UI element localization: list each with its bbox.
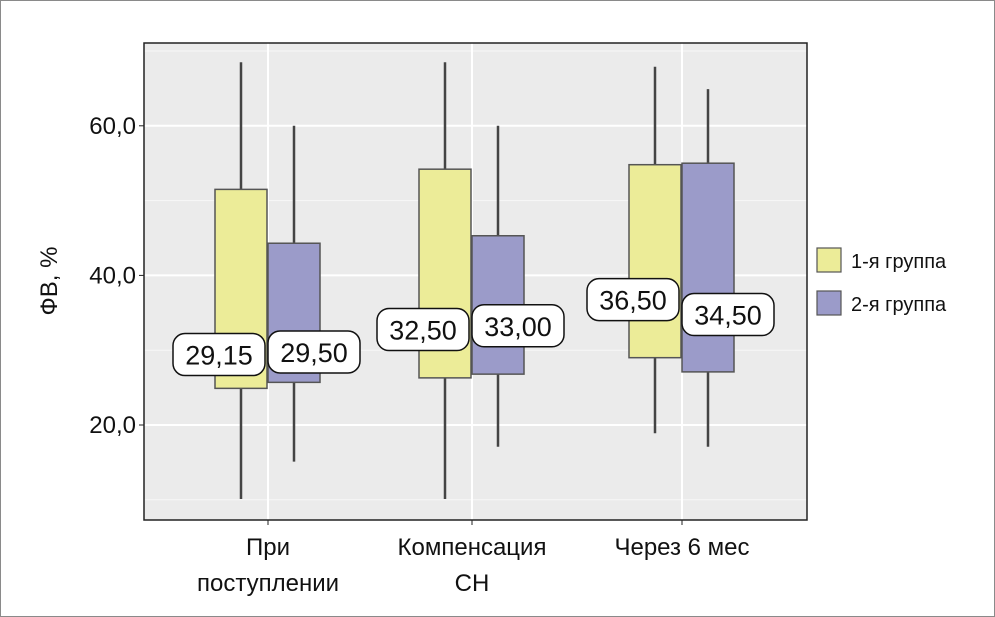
y-tick-label: 40,0 bbox=[89, 262, 136, 289]
legend-label: 2-я группа bbox=[851, 294, 947, 316]
x-tick-label: Через 6 мес bbox=[614, 534, 749, 561]
x-tick-label: Компенсация bbox=[398, 534, 547, 561]
box bbox=[628, 163, 682, 359]
median-label: 29,15 bbox=[185, 341, 253, 371]
median-label-box bbox=[586, 277, 680, 322]
median-label: 36,50 bbox=[599, 286, 667, 316]
box bbox=[681, 162, 735, 373]
legend-swatch bbox=[816, 247, 842, 273]
median-label-box bbox=[376, 307, 470, 352]
legend-swatch bbox=[816, 290, 842, 316]
median-label-box bbox=[681, 292, 775, 337]
median-label-box bbox=[267, 330, 361, 374]
y-tick-label: 20,0 bbox=[89, 412, 136, 439]
plot-border bbox=[143, 42, 808, 521]
box-2-3 bbox=[681, 89, 735, 447]
median-label-box bbox=[172, 332, 266, 377]
y-axis-label: ФВ, % bbox=[36, 247, 63, 316]
median-label: 29,50 bbox=[280, 338, 348, 368]
y-tick-label: 60,0 bbox=[89, 113, 136, 140]
median-label: 34,50 bbox=[694, 301, 762, 331]
x-tick-label: При bbox=[246, 534, 290, 561]
median-label: 32,50 bbox=[389, 316, 457, 346]
legend-label: 1-я группа bbox=[851, 251, 947, 273]
median-label-box bbox=[471, 304, 565, 348]
x-tick-label: СН bbox=[455, 570, 490, 597]
median-label: 33,00 bbox=[484, 312, 552, 342]
x-tick-label: поступлении bbox=[197, 570, 339, 597]
box-1-3 bbox=[628, 66, 682, 434]
